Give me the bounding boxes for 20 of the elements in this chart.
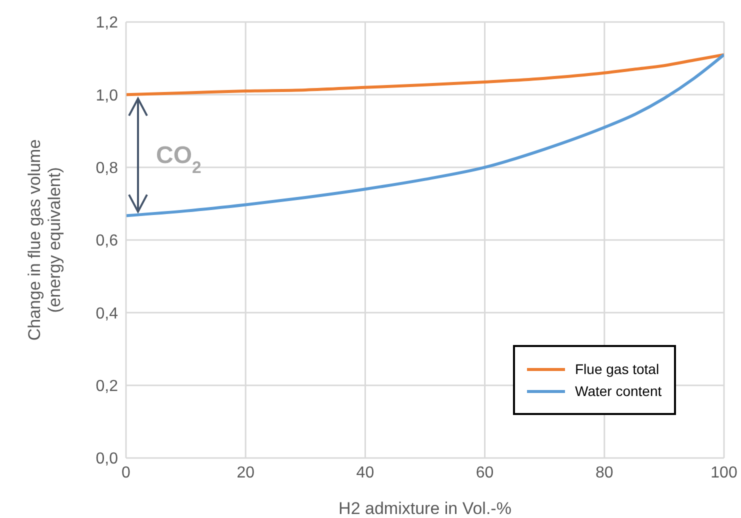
x-tick-label: 40 — [356, 464, 374, 482]
y-tick-label: 0,4 — [96, 305, 118, 322]
annotation: CO$_{2}$ — [156, 142, 202, 177]
y-tick-label: 0,2 — [96, 378, 118, 396]
y-axis-title: Change in flue gas volume (energy equivalent) — [25, 139, 64, 341]
y-tick-label: 1,2 — [96, 14, 118, 32]
x-tick-label: 60 — [476, 464, 494, 482]
x-axis-title: H2 admixture in Vol.-% — [338, 499, 512, 518]
y-tick-label: 0,8 — [96, 160, 118, 178]
x-tick-label: 100 — [710, 464, 738, 482]
x-tick-label: 80 — [596, 464, 614, 482]
legend-label: Flue gas total — [574, 361, 660, 377]
y-tick-label: 0,0 — [96, 450, 118, 468]
legend-label: Water content — [574, 383, 662, 399]
x-tick-label: 20 — [236, 464, 255, 482]
x-tick-label: 0 — [122, 464, 131, 482]
line-series — [126, 53, 724, 218]
line-series — [126, 53, 724, 96]
y-tick-label: 0,6 — [96, 232, 118, 250]
y-tick-label: 1,0 — [96, 87, 118, 104]
